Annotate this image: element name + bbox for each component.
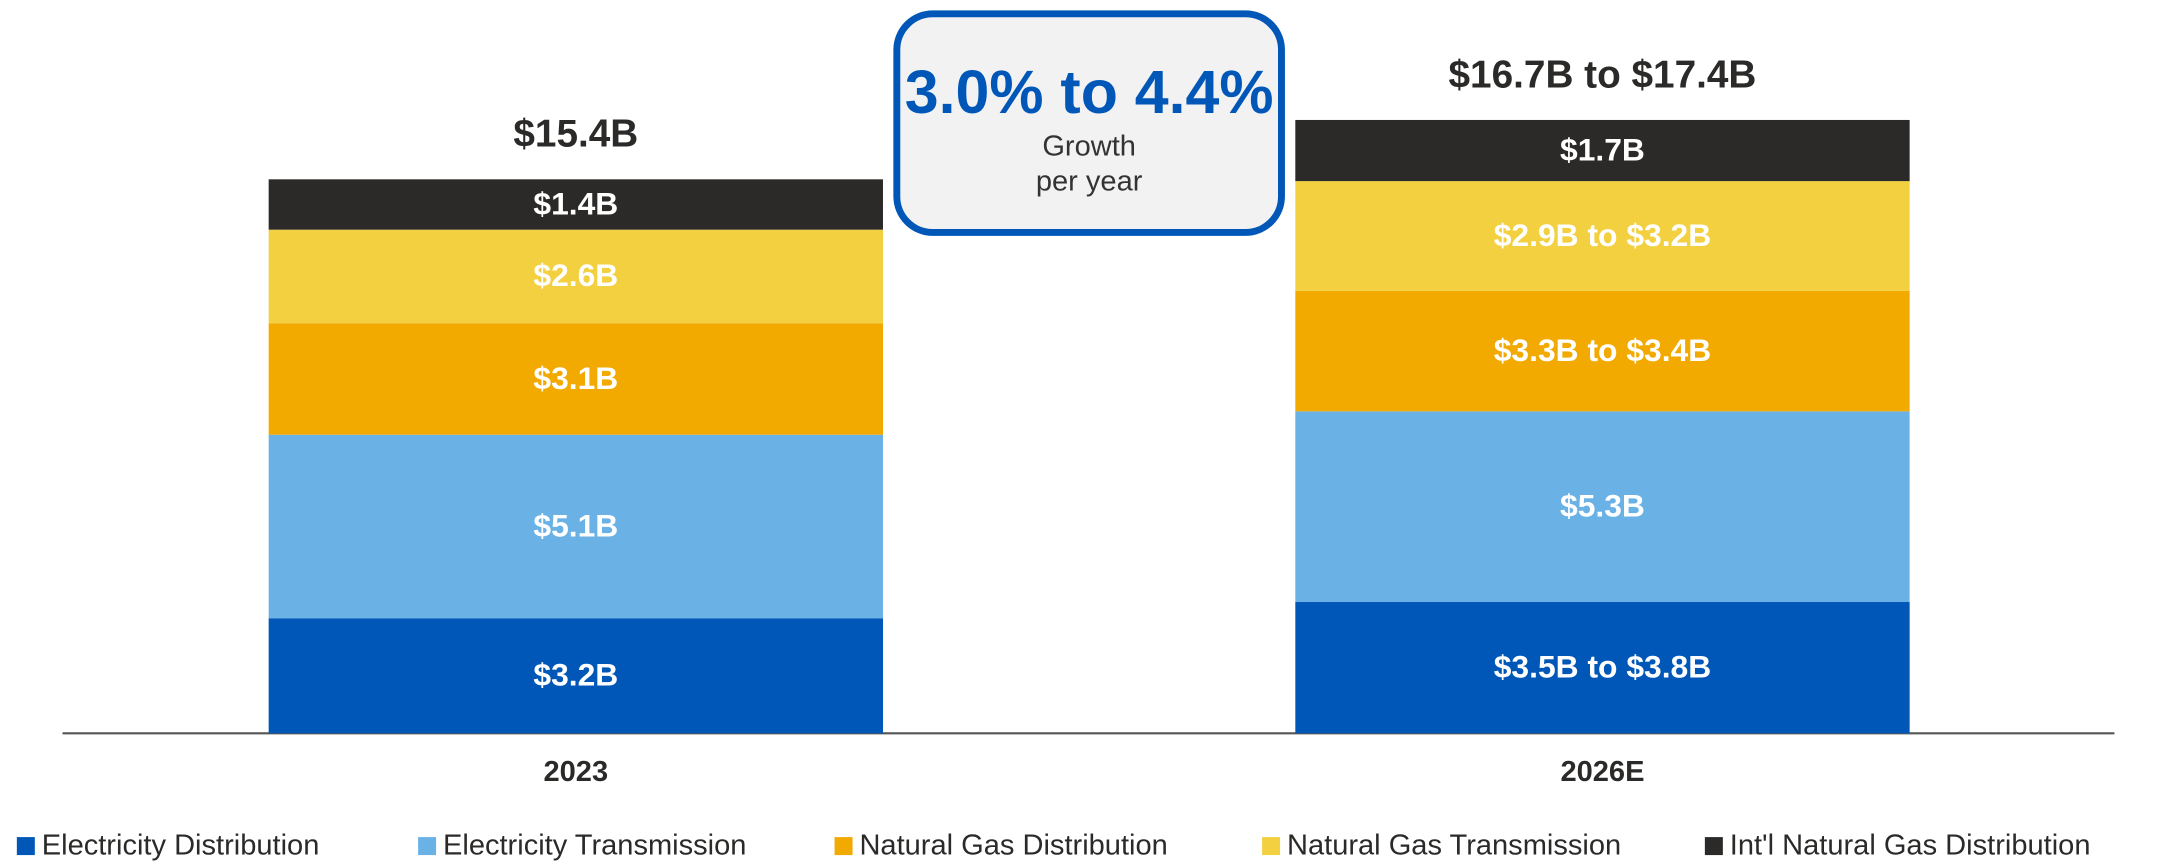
data-label: $1.4B bbox=[533, 185, 618, 221]
bar-segment bbox=[1295, 181, 1910, 291]
legend-swatch bbox=[418, 837, 437, 856]
bar-segment bbox=[1295, 411, 1910, 603]
total-label: $15.4B bbox=[513, 113, 638, 156]
data-label: $3.3B to $3.4B bbox=[1494, 332, 1711, 368]
legend-label: Electricity Transmission bbox=[443, 829, 746, 861]
bar-segment bbox=[268, 229, 883, 324]
legend-label: Natural Gas Transmission bbox=[1287, 829, 1621, 861]
callout-box bbox=[893, 10, 1285, 236]
legend-swatch bbox=[1704, 837, 1723, 856]
bar-segment bbox=[268, 434, 883, 619]
data-label: $5.1B bbox=[533, 507, 618, 543]
data-label: $1.7B bbox=[1560, 131, 1645, 167]
data-label: $3.2B bbox=[533, 657, 618, 693]
bar-segment bbox=[268, 179, 883, 230]
data-label: $5.3B bbox=[1560, 487, 1645, 523]
legend-label: Int'l Natural Gas Distribution bbox=[1730, 829, 2091, 861]
bar-segment bbox=[268, 323, 883, 435]
legend-swatch bbox=[1262, 837, 1281, 856]
callout-title: 3.0% to 4.4% bbox=[905, 58, 1274, 126]
legend-label: Natural Gas Distribution bbox=[859, 829, 1167, 861]
legend-label: Electricity Distribution bbox=[42, 829, 320, 861]
total-label: $16.7B to $17.4B bbox=[1449, 53, 1757, 96]
data-label: $2.9B to $3.2B bbox=[1494, 217, 1711, 253]
x-tick-label: 2026E bbox=[1560, 756, 1644, 788]
x-tick-label: 2023 bbox=[544, 756, 609, 788]
callout-line: per year bbox=[1036, 165, 1143, 197]
data-label: $3.1B bbox=[533, 360, 618, 396]
legend-swatch bbox=[834, 837, 853, 856]
data-label: $3.5B to $3.8B bbox=[1494, 648, 1711, 684]
data-label: $2.6B bbox=[533, 257, 618, 293]
bar-segment bbox=[1295, 119, 1910, 182]
callout-line: Growth bbox=[1042, 131, 1136, 163]
legend-swatch bbox=[16, 837, 35, 856]
bar-segment bbox=[1295, 602, 1910, 734]
bar-segment bbox=[1295, 290, 1910, 412]
bar-segment bbox=[268, 618, 883, 734]
